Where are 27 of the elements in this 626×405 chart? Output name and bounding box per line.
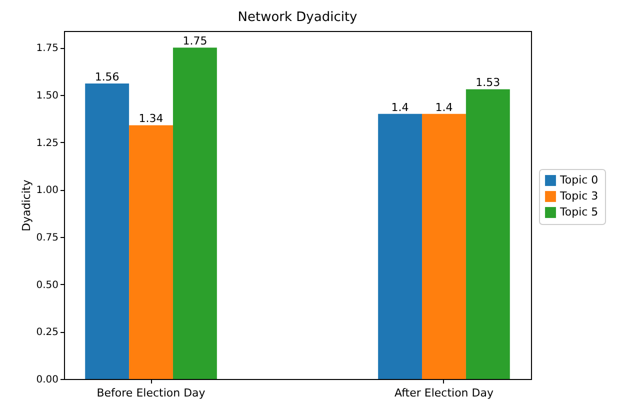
bar [466, 89, 510, 379]
data-label: 1.4 [391, 100, 409, 114]
x-tick-label: After Election Day [394, 386, 494, 400]
bar [378, 114, 422, 379]
y-tick-label: 0.50 [36, 280, 58, 291]
data-label: 1.4 [435, 100, 453, 114]
data-label: 1.75 [182, 34, 208, 48]
chart-title: Network Dyadicity [238, 10, 358, 25]
y-tick-label: 1.00 [36, 185, 58, 196]
y-tick-label: 0.25 [36, 327, 58, 338]
bar [129, 125, 173, 379]
y-tick-label: 1.50 [36, 90, 58, 102]
y-tick-label: 0.75 [36, 232, 58, 244]
data-label: 1.53 [476, 76, 500, 90]
bar [85, 84, 130, 379]
bar [172, 48, 217, 379]
y-tick-label: 1.25 [36, 138, 58, 149]
legend-label: Topic 0 [559, 174, 598, 186]
y-tick-label: 0.00 [36, 374, 58, 386]
data-label: 1.56 [94, 70, 120, 84]
data-label: 1.34 [138, 112, 164, 126]
bar [422, 114, 466, 379]
legend-label: Topic 5 [559, 206, 598, 218]
y-axis-title: Dyadicity [20, 179, 34, 232]
y-tick-label: 1.75 [36, 43, 58, 54]
legend-label: Topic 3 [559, 190, 598, 202]
x-tick-label: Before Election Day [96, 386, 206, 400]
